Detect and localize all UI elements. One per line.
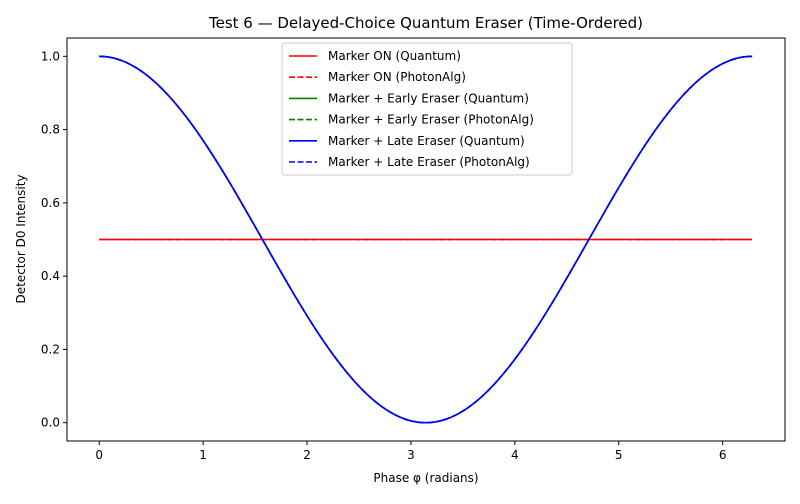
y-tick-label: 1.0 bbox=[41, 49, 60, 63]
y-tick-label: 0.2 bbox=[41, 342, 60, 356]
x-axis-label: Phase φ (radians) bbox=[373, 471, 478, 485]
legend: Marker ON (Quantum) Marker ON (PhotonAlg)… bbox=[281, 42, 573, 176]
legend-label: Marker + Late Eraser (PhotonAlg) bbox=[328, 155, 530, 169]
x-tick-label: 0 bbox=[95, 448, 103, 462]
series-line-6 bbox=[99, 55, 753, 424]
legend-label: Marker + Late Eraser (Quantum) bbox=[328, 134, 525, 148]
x-tick-label: 5 bbox=[615, 448, 623, 462]
y-tick-label: 0.8 bbox=[41, 123, 60, 137]
y-tick-label: 0.6 bbox=[41, 196, 60, 210]
x-tick-label: 2 bbox=[303, 448, 311, 462]
chart-title: Test 6 — Delayed-Choice Quantum Eraser (… bbox=[208, 14, 643, 32]
legend-label: Marker + Early Eraser (PhotonAlg) bbox=[328, 113, 534, 127]
axes-layer: 0 1 2 3 4 5 6 0.0 0.2 0.4 0.6 0.8 1.0 bbox=[41, 37, 786, 462]
plot-frame bbox=[66, 37, 786, 442]
y-axis-label: Detector D0 Intensity bbox=[14, 174, 28, 303]
x-tick-label: 6 bbox=[719, 448, 727, 462]
legend-box bbox=[281, 42, 573, 176]
y-tick-label: 0.0 bbox=[41, 416, 60, 430]
y-tick-label: 0.4 bbox=[41, 269, 60, 283]
legend-label: Marker + Early Eraser (Quantum) bbox=[328, 91, 529, 105]
x-tick-label: 1 bbox=[199, 448, 207, 462]
series-layer bbox=[99, 55, 753, 424]
legend-label: Marker ON (PhotonAlg) bbox=[328, 70, 466, 84]
x-tick-label: 4 bbox=[511, 448, 519, 462]
x-tick-label: 3 bbox=[407, 448, 415, 462]
legend-label: Marker ON (Quantum) bbox=[328, 49, 461, 63]
